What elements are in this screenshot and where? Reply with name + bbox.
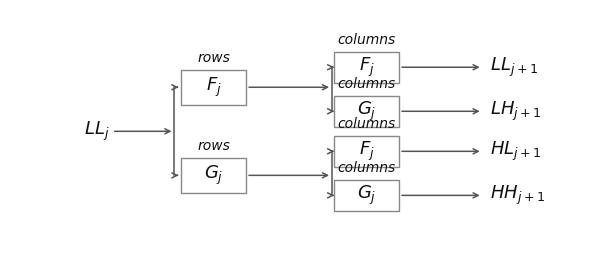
Text: columns: columns <box>338 77 396 91</box>
Text: $G_j$: $G_j$ <box>357 184 377 207</box>
Text: columns: columns <box>338 117 396 131</box>
FancyBboxPatch shape <box>334 96 399 127</box>
FancyBboxPatch shape <box>181 158 246 193</box>
FancyBboxPatch shape <box>334 180 399 211</box>
Text: $HL_{j+1}$: $HL_{j+1}$ <box>490 140 541 163</box>
Text: rows: rows <box>197 51 230 65</box>
Text: $F_j$: $F_j$ <box>359 140 375 163</box>
Text: $G_j$: $G_j$ <box>204 164 224 187</box>
Text: columns: columns <box>338 161 396 175</box>
Text: $F_j$: $F_j$ <box>359 56 375 79</box>
Text: $LL_{j+1}$: $LL_{j+1}$ <box>490 56 538 79</box>
FancyBboxPatch shape <box>334 52 399 83</box>
Text: $HH_{j+1}$: $HH_{j+1}$ <box>490 184 544 207</box>
Text: $LH_{j+1}$: $LH_{j+1}$ <box>490 100 541 123</box>
Text: $LL_j$: $LL_j$ <box>84 120 109 143</box>
Text: rows: rows <box>197 139 230 153</box>
Text: $F_j$: $F_j$ <box>206 76 222 99</box>
FancyBboxPatch shape <box>334 136 399 167</box>
FancyBboxPatch shape <box>181 70 246 105</box>
Text: columns: columns <box>338 33 396 47</box>
Text: $G_j$: $G_j$ <box>357 100 377 123</box>
